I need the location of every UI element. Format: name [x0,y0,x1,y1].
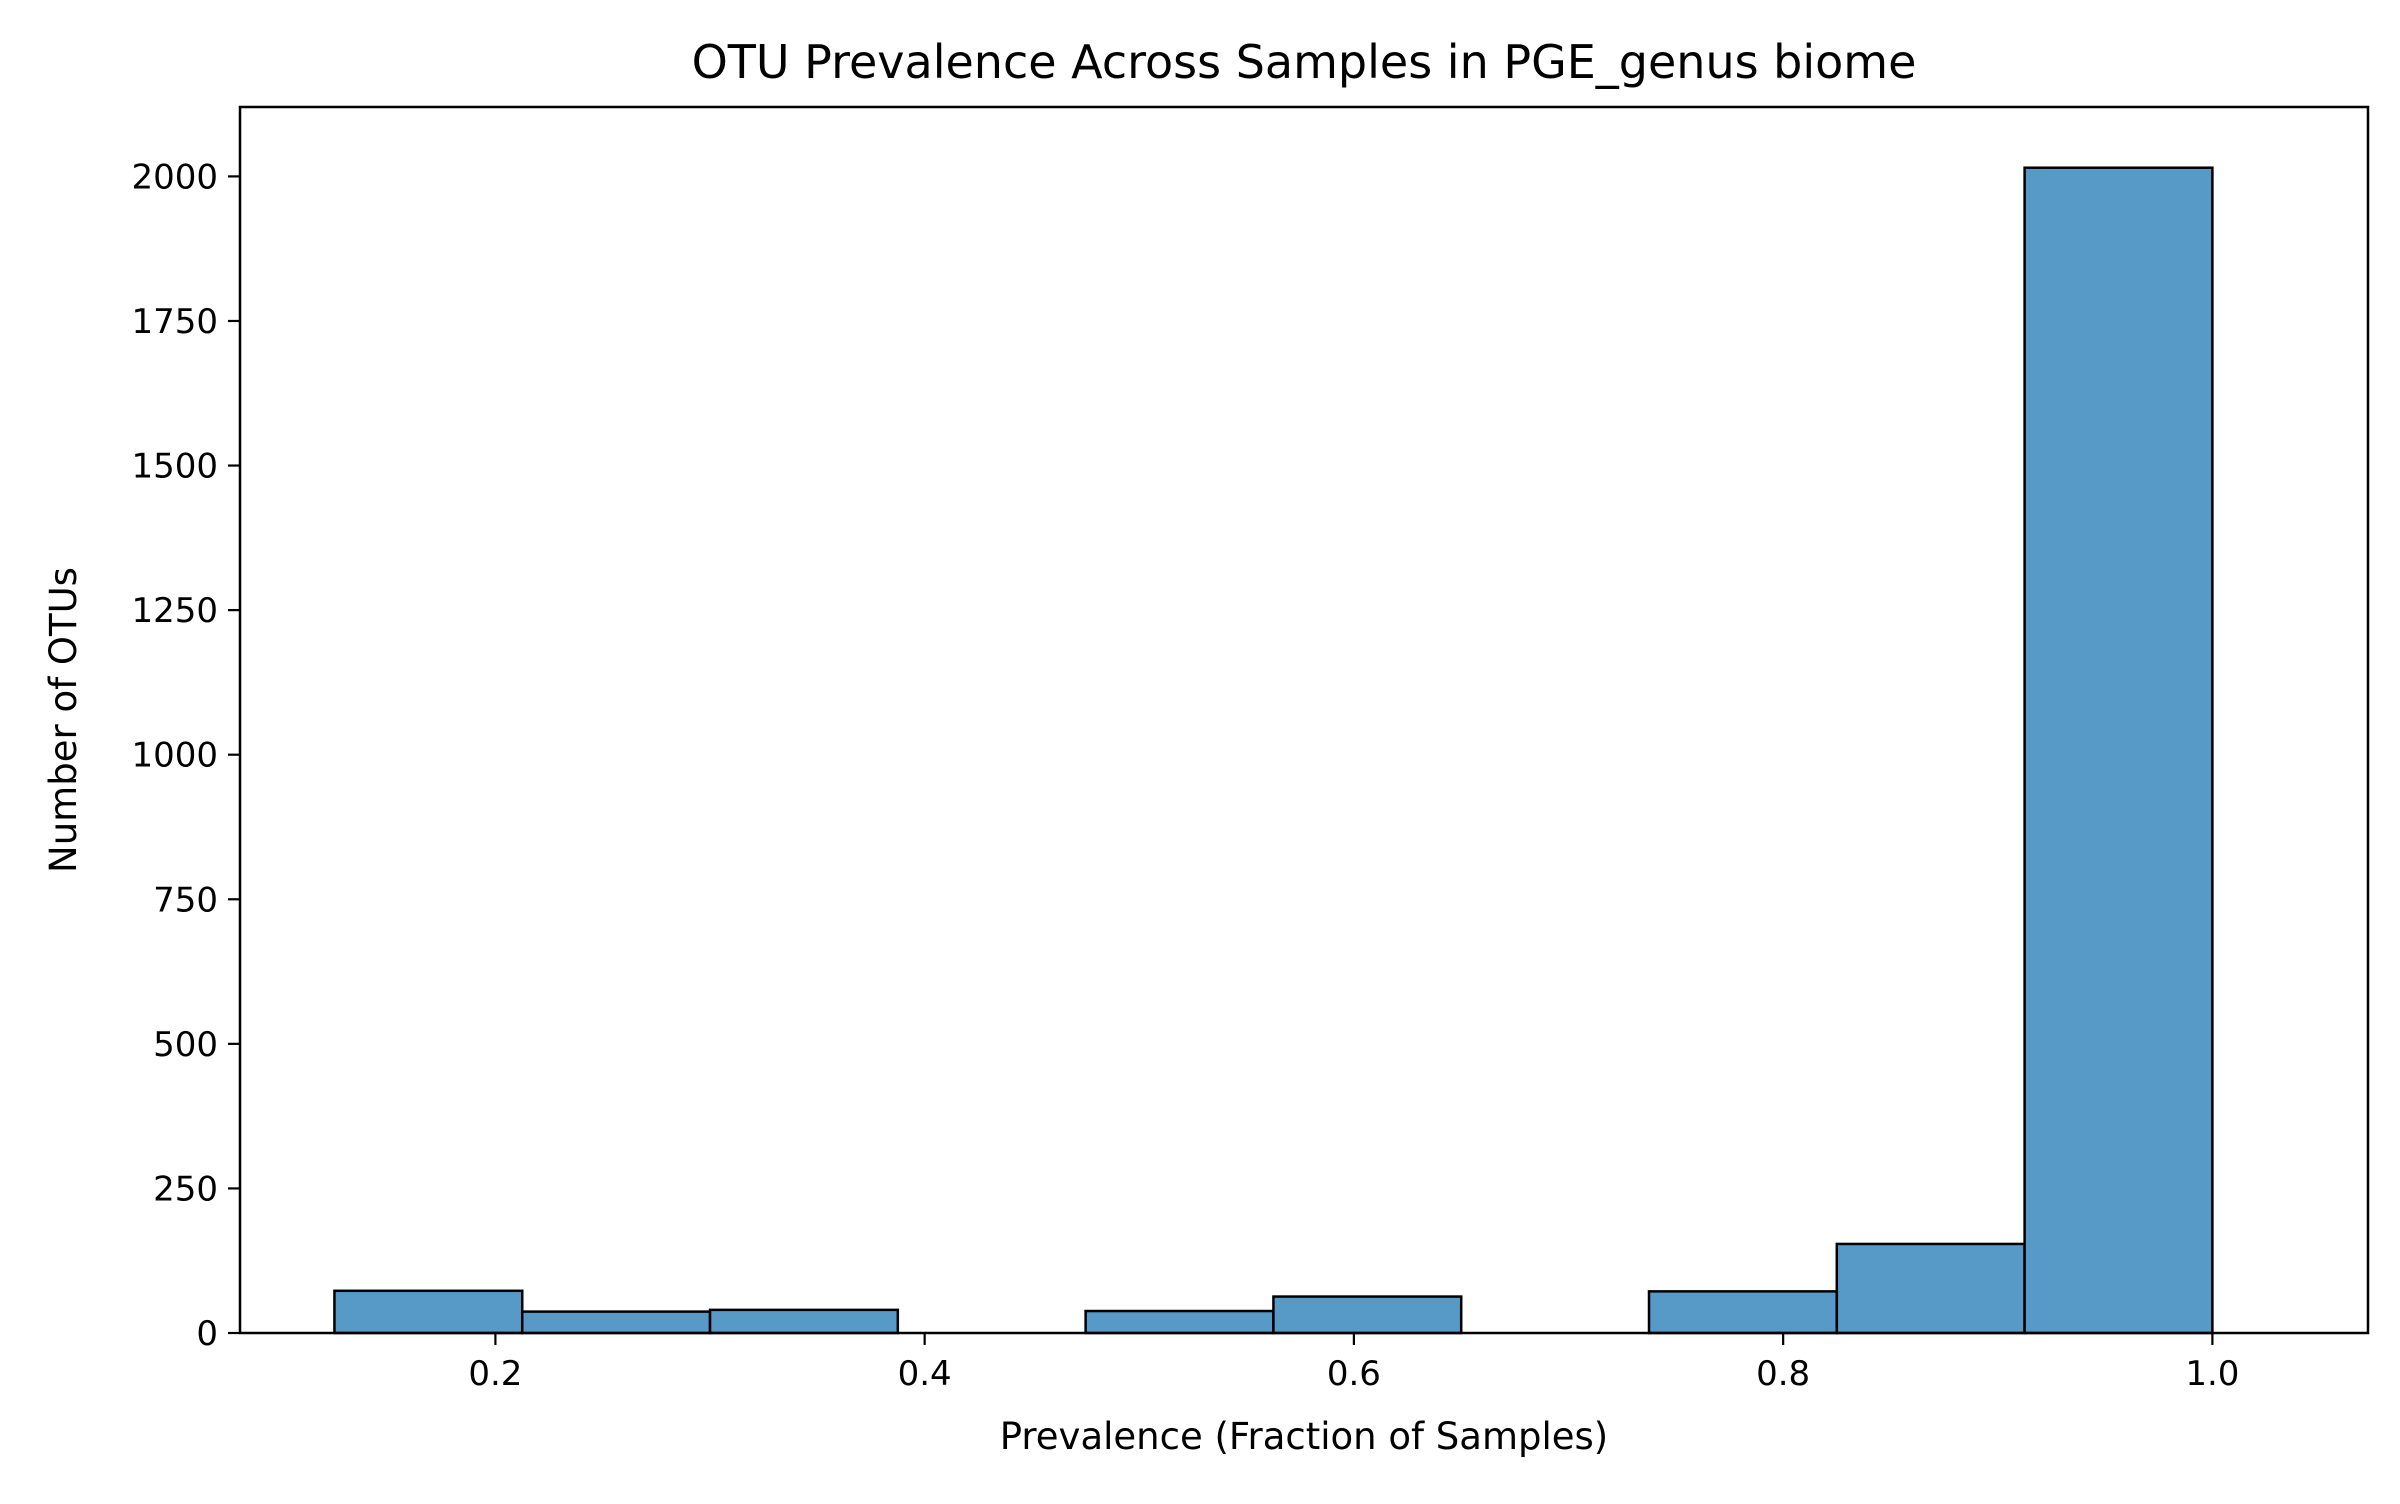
y-tick-label: 1750 [131,302,218,342]
y-tick-label: 750 [153,880,218,920]
x-axis-label: Prevalence (Fraction of Samples) [1000,1415,1609,1458]
histogram-bar [708,1308,900,1335]
y-tick-label: 2000 [131,157,218,197]
y-tick-label: 1000 [131,736,218,776]
chart-title: OTU Prevalence Across Samples in PGE_gen… [692,35,1917,89]
histogram-bar [1835,1242,2026,1335]
x-tick-label: 0.8 [1756,1354,1810,1394]
x-tick-label: 1.0 [2185,1354,2239,1394]
x-tick-label: 0.2 [468,1354,522,1394]
histogram-bar [333,1289,524,1335]
y-axis-label: Number of OTUs [42,567,85,873]
y-tick-label: 1250 [131,591,218,631]
y-axis: 0 250 500 750 1000 1250 1500 1750 2000 [131,157,240,1354]
histogram-bar [1647,1290,1839,1335]
histogram-bar [520,1310,712,1335]
histogram-bar [2023,166,2214,1335]
x-axis: 0.2 0.4 0.6 0.8 1.0 [468,1333,2239,1394]
y-tick-label: 1500 [131,447,218,487]
y-tick-label: 500 [153,1025,218,1065]
x-tick-label: 0.4 [898,1354,952,1394]
bars-layer [333,166,2214,1335]
histogram-bar [1084,1309,1275,1335]
x-tick-label: 0.6 [1327,1354,1381,1394]
histogram-bar [1272,1295,1463,1335]
y-tick-label: 0 [196,1314,218,1354]
y-tick-label: 250 [153,1169,218,1209]
plot-area-frame [238,105,2370,1335]
